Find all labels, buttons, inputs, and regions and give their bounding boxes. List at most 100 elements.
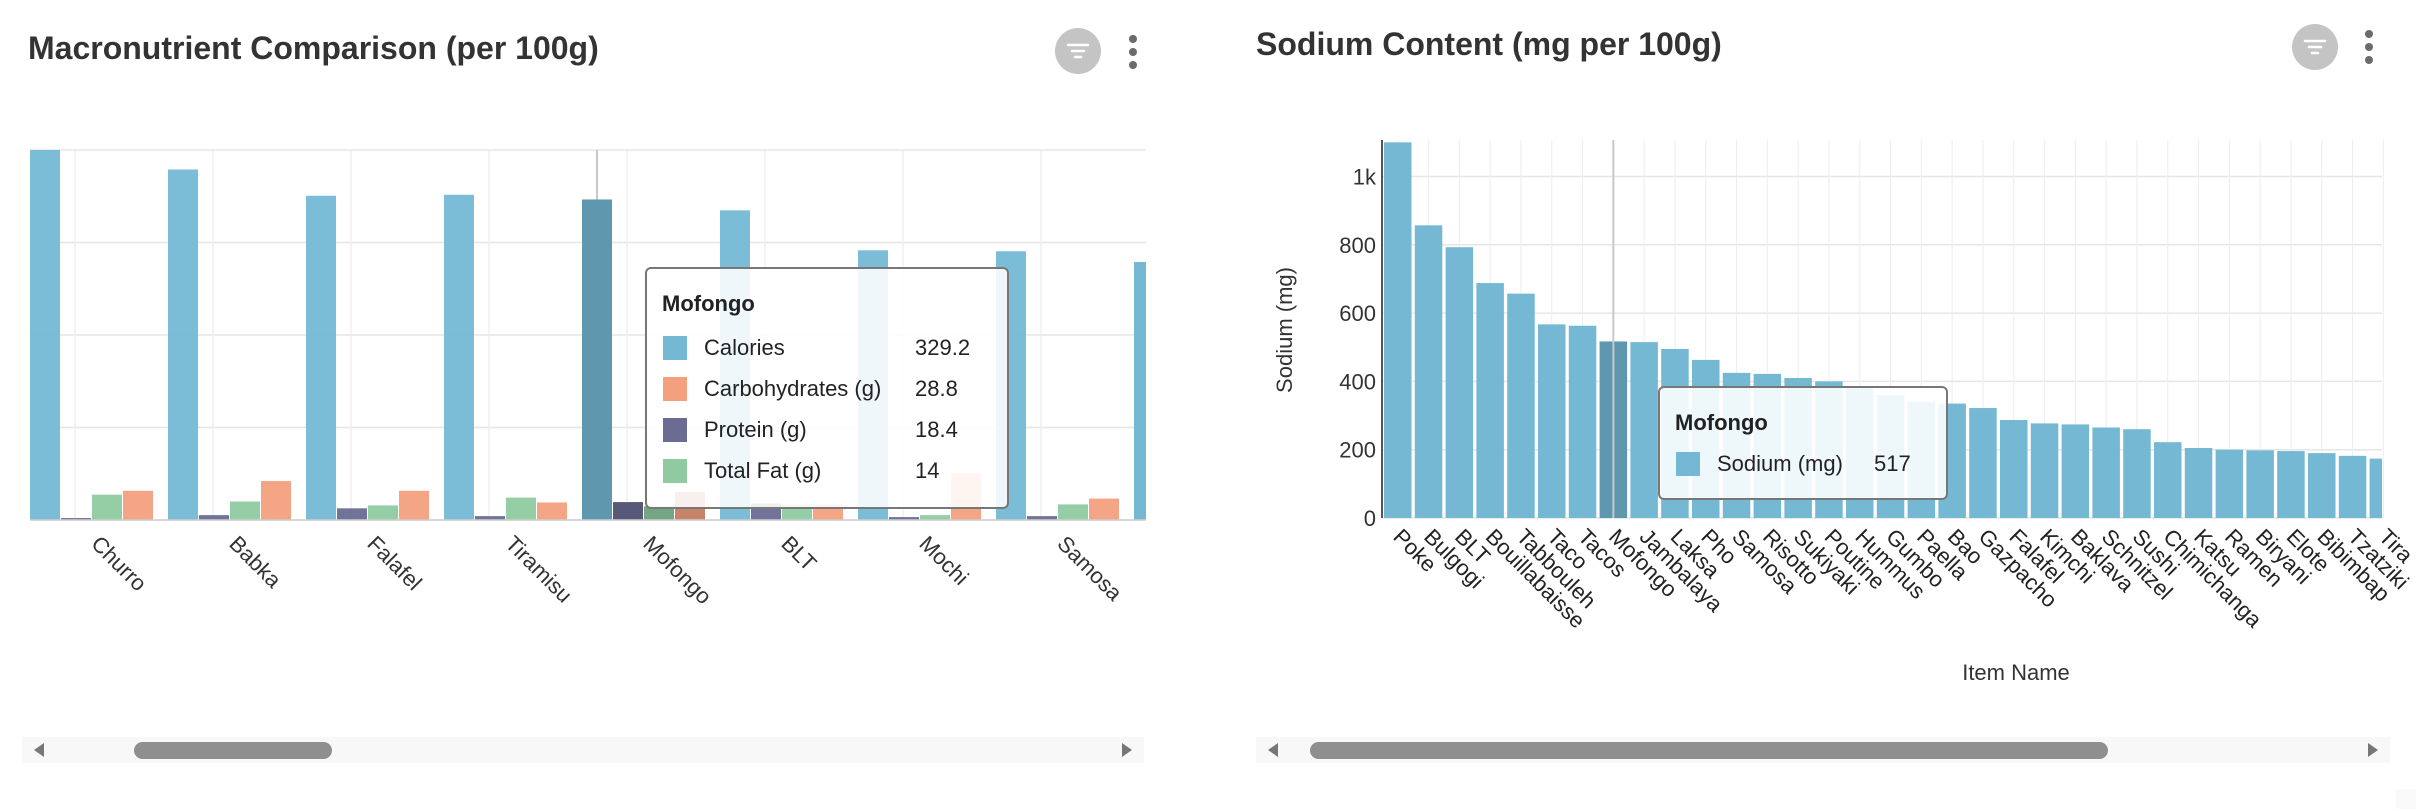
bar-carbohydrates-g--tiramisu: [537, 502, 567, 520]
legend-swatch: [663, 336, 687, 360]
bar-total-fat-g--mofongo: [644, 506, 674, 520]
sodium-panel: 0 200 400 600 800 1k Poke Bulgogi BLT Bouillabais…: [1236, 0, 2416, 809]
scroll-right-icon[interactable]: [2362, 740, 2382, 760]
bar-total-fat-g--babka: [230, 501, 260, 520]
filter-icon[interactable]: [2292, 24, 2338, 70]
x-tick-label: Mofongo: [638, 531, 716, 609]
bar-carbohydrates-g--babka: [261, 481, 291, 520]
y-tick-label: 1k: [1353, 165, 1377, 190]
bar-sodium-baklava: [2061, 424, 2090, 518]
bar-total-fat-g--churro: [92, 494, 122, 520]
filter-icon[interactable]: [1055, 28, 1101, 74]
y-tick-label: 600: [1339, 301, 1376, 326]
tooltip-label: Sodium (mg): [1717, 451, 1843, 476]
tooltip-title: Mofongo: [1675, 410, 1768, 435]
legend-swatch: [663, 377, 687, 401]
bar-sodium-poke: [1384, 142, 1412, 518]
bar-sodium-ramen: [2215, 449, 2244, 518]
x-tick-label: Churro: [86, 531, 151, 596]
macronutrient-panel: Churro Babka Falafel Tiramisu Mofongo BLT Moch…: [0, 0, 1180, 809]
x-tick-label: BLT: [776, 531, 821, 576]
bar-calories-churro: [30, 150, 60, 520]
bar-sodium-schnitzel: [2092, 427, 2120, 518]
bar-protein-g--tiramisu: [475, 516, 505, 520]
bar-sodium-sushi: [2123, 429, 2151, 518]
tooltip-value: 18.4: [915, 417, 958, 442]
tooltip-label: Calories: [704, 335, 785, 360]
tooltip-value: 28.8: [915, 376, 958, 401]
tooltip-title: Mofongo: [662, 291, 755, 316]
tooltip-value: 517: [1874, 451, 1911, 476]
chart-tooltip: Mofongo Calories 329.2 Carbohydrates (g)…: [645, 267, 1009, 509]
bar-sodium-tira: [2369, 458, 2382, 518]
bar-total-fat-g--tiramisu: [506, 497, 536, 520]
bar-sodium-jambalaya: [1630, 342, 1658, 518]
panel-title: Sodium Content (mg per 100g): [1256, 26, 1722, 62]
bar-protein-g--mofongo: [613, 502, 643, 520]
bar-sodium-katsu: [2184, 447, 2213, 518]
bar-total-fat-g--mochi: [920, 515, 950, 520]
bar-calories-mofongo: [582, 199, 612, 520]
bar-calories-babka: [168, 169, 198, 520]
bar-sodium-tabbouleh: [1507, 293, 1535, 518]
bar-total-fat-g--falafel: [368, 505, 398, 520]
tooltip-row: Calories: [663, 334, 785, 362]
bar-carbohydrates-g--falafel: [399, 490, 429, 520]
bar-sodium-chimichanga: [2154, 442, 2182, 518]
bar-carbohydrates-g--churro: [123, 490, 153, 520]
x-tick-label: Babka: [224, 531, 286, 593]
tooltip-row: Total Fat (g): [663, 457, 821, 485]
bar-total-fat-g--samosa: [1058, 504, 1088, 520]
bar-sodium-taco: [1538, 324, 1566, 518]
bar-sodium-tzatziki: [2338, 455, 2367, 518]
bar-protein-g--churro: [61, 518, 91, 521]
legend-swatch: [1676, 452, 1700, 476]
bar-protein-g--mochi: [889, 517, 919, 520]
scrollbar-thumb[interactable]: [1310, 742, 2108, 759]
legend-swatch: [663, 418, 687, 442]
tooltip-label: Protein (g): [704, 417, 807, 442]
resize-corner: [2396, 789, 2416, 809]
tooltip-row: Sodium (mg): [1676, 450, 1843, 478]
grid-lines: [30, 149, 1146, 521]
scroll-right-icon[interactable]: [1116, 740, 1136, 760]
bar-sodium-biryani: [2246, 450, 2274, 518]
more-vertical-icon[interactable]: [2358, 24, 2378, 70]
legend-swatch: [663, 459, 687, 483]
bar-sodium-kimchi: [2030, 423, 2059, 518]
bar-protein-g--babka: [199, 515, 229, 520]
bar-calories-partial: [1134, 261, 1146, 520]
scroll-left-icon[interactable]: [30, 740, 50, 760]
bar-sodium-bouillabaisse: [1476, 283, 1504, 518]
x-tick-label: Falafel: [362, 531, 426, 595]
tooltip-value: 329.2: [915, 335, 971, 360]
bar-protein-g--falafel: [337, 508, 367, 520]
scroll-left-icon[interactable]: [1264, 740, 1284, 760]
tooltip-value: 14: [915, 458, 940, 483]
y-tick-label: 800: [1339, 233, 1376, 258]
bar-sodium-gazpacho: [1969, 408, 1997, 518]
bar-calories-tiramisu: [444, 194, 474, 520]
x-tick-label: Tiramisu: [500, 531, 577, 608]
bar-sodium-bulgogi: [1414, 225, 1443, 518]
tooltip-row: Carbohydrates (g): [663, 375, 881, 403]
panel-title: Macronutrient Comparison (per 100g): [28, 30, 599, 66]
y-tick-label: 200: [1339, 438, 1376, 463]
x-axis-title: Item Name: [1962, 660, 2070, 685]
y-axis-title: Sodium (mg): [1272, 267, 1297, 393]
bar-carbohydrates-g--samosa: [1089, 498, 1119, 520]
chart-tooltip: Mofongo Sodium (mg) 517: [1658, 386, 1948, 500]
bar-sodium-blt: [1445, 247, 1474, 519]
scrollbar-thumb[interactable]: [134, 742, 332, 759]
tooltip-label: Carbohydrates (g): [704, 376, 882, 401]
tooltip-row: Protein (g): [663, 416, 807, 444]
bar-protein-g--samosa: [1027, 516, 1057, 520]
tooltip-label: Total Fat (g): [704, 458, 822, 483]
y-tick-label: 0: [1364, 506, 1376, 531]
bar-calories-falafel: [306, 195, 336, 520]
horizontal-scrollbar[interactable]: [1256, 737, 2390, 763]
y-tick-label: 400: [1339, 369, 1376, 394]
x-tick-label: Mochi: [914, 531, 973, 590]
horizontal-scrollbar[interactable]: [22, 737, 1144, 763]
more-vertical-icon[interactable]: [1122, 29, 1142, 75]
